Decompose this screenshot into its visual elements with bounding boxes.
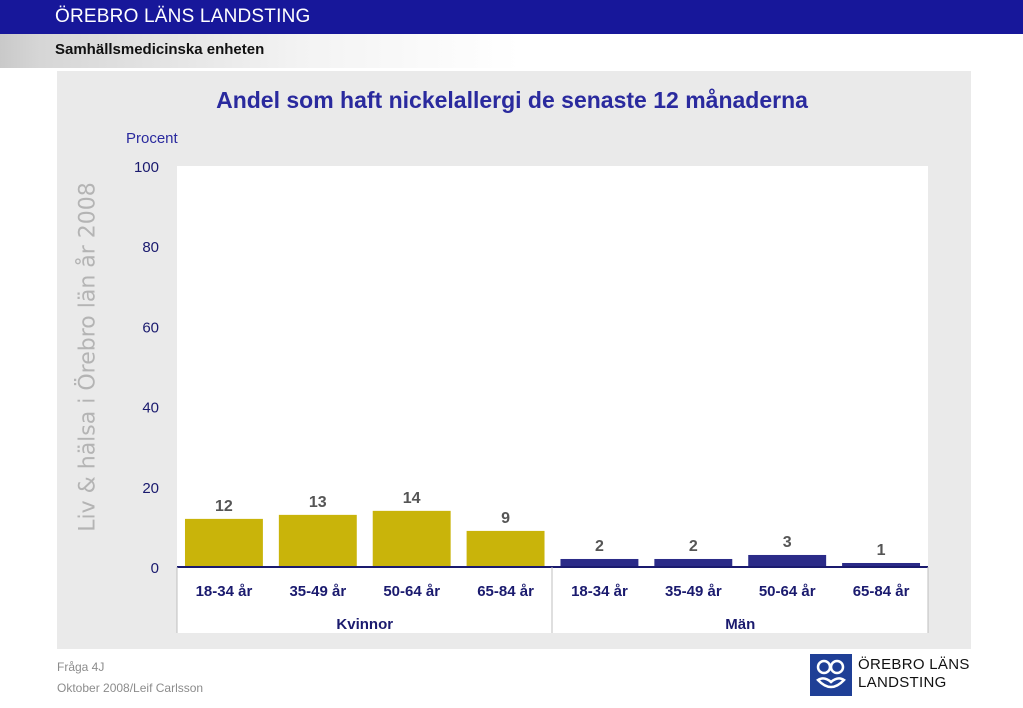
unit-name: Samhällsmedicinska enheten [55,41,265,58]
bar [372,510,451,567]
y-tick-label: 80 [142,239,159,256]
plot-area [177,166,928,567]
bar [748,554,827,567]
logo: ÖREBRO LÄNS LANDSTING [810,651,990,697]
y-tick-label: 100 [134,159,159,176]
logo-text-line2: LANDSTING [858,674,947,691]
author-date: Oktober 2008/Leif Carlsson [57,681,204,695]
bar-value-labels: 12 13 14 9 2 2 3 1 [215,490,886,559]
county-council-logo-icon [810,654,852,696]
y-axis-label: Procent [126,130,179,147]
bar-value-label: 2 [595,538,604,555]
bar-value-label: 13 [309,494,327,511]
x-tick-label: 18-34 år [571,583,628,600]
bar [278,514,357,567]
logo-text-line1: ÖREBRO LÄNS [858,656,970,673]
bar [466,530,545,567]
bar [842,562,921,567]
x-tick-label: 35-49 år [665,583,722,600]
group-label: Män [725,616,755,633]
y-tick-label: 60 [142,319,159,336]
bar [184,518,263,567]
bar-value-label: 12 [215,498,233,515]
y-tick-label: 0 [151,560,159,577]
bar-value-label: 9 [501,510,510,527]
x-tick-label: 50-64 år [759,583,816,600]
bars [184,510,921,567]
x-tick-label: 65-84 år [477,583,534,600]
bar-value-label: 1 [877,542,886,559]
bar-value-label: 2 [689,538,698,555]
x-tick-label: 65-84 år [853,583,910,600]
group-label: Kvinnor [336,616,393,633]
x-tick-label: 50-64 år [383,583,440,600]
y-tick-label: 40 [142,400,159,417]
chart-title: Andel som haft nickelallergi de senaste … [216,87,808,113]
bar-value-label: 3 [783,534,792,551]
subheader-bar: Samhällsmedicinska enheten [0,34,1023,68]
bar-value-label: 14 [403,490,421,507]
x-axis-labels: 18-34 år 35-49 år 50-64 år 65-84 år 18-34 år… [196,583,910,600]
organization-name: ÖREBRO LÄNS LANDSTING [55,6,311,27]
x-tick-label: 18-34 år [196,583,253,600]
question-reference: Fråga 4J [57,660,105,674]
x-tick-label: 35-49 år [289,583,346,600]
y-axis-ticks: 0 20 40 60 80 100 [134,159,159,577]
header-bar: ÖREBRO LÄNS LANDSTING [0,0,1023,34]
bar [560,558,639,567]
group-labels: Kvinnor Män [336,616,755,633]
bar [654,558,733,567]
y-tick-label: 20 [142,480,159,497]
